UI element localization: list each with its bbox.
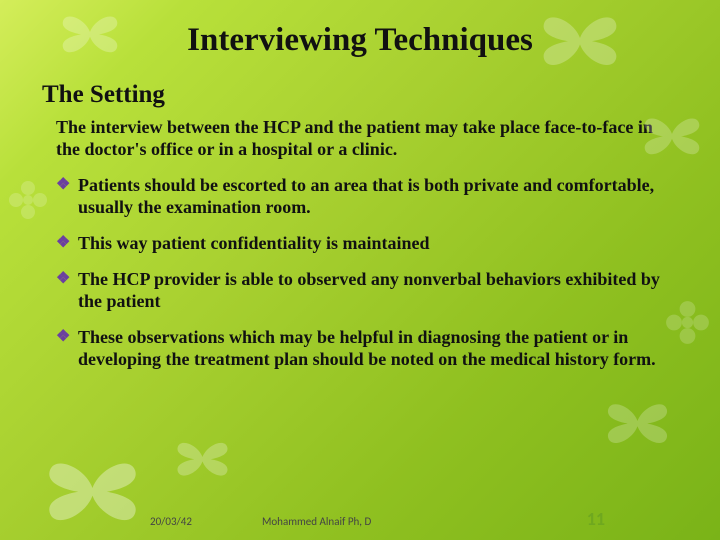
list-item: These observations which may be helpful …: [56, 327, 680, 371]
butterfly-icon: [605, 395, 670, 450]
footer-author: Mohammed Alnaif Ph, D: [262, 515, 371, 528]
butterfly-icon: [60, 8, 120, 58]
list-item: Patients should be escorted to an area t…: [56, 175, 680, 219]
footer-date: 20/03/42: [150, 515, 192, 528]
flower-icon: [8, 180, 48, 220]
list-item: The HCP provider is able to observed any…: [56, 269, 680, 313]
butterfly-icon: [540, 6, 620, 71]
page-number: 11: [587, 508, 605, 530]
list-item: This way patient confidentiality is main…: [56, 233, 680, 255]
slide-subtitle: The Setting: [42, 81, 720, 109]
butterfly-icon: [175, 435, 230, 480]
intro-paragraph: The interview between the HCP and the pa…: [56, 117, 668, 161]
butterfly-icon: [642, 110, 702, 160]
slide: Interviewing Techniques The Setting The …: [0, 0, 720, 540]
bullet-list: Patients should be escorted to an area t…: [56, 175, 680, 371]
footer: 20/03/42 Mohammed Alnaif Ph, D 11: [0, 515, 720, 528]
